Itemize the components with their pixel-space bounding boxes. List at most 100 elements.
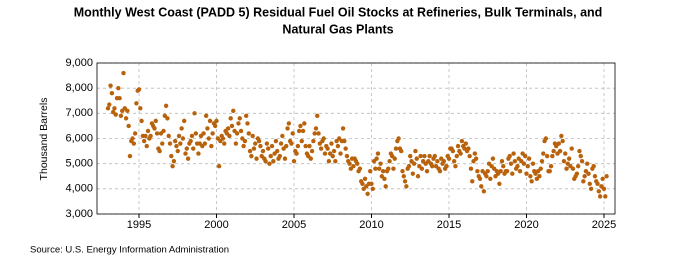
data-point <box>207 118 213 124</box>
data-point <box>264 141 270 146</box>
data-point <box>528 174 533 179</box>
data-point <box>116 85 121 91</box>
data-point <box>192 111 197 116</box>
data-point <box>392 156 397 161</box>
data-point <box>415 174 421 179</box>
data-point <box>315 113 320 119</box>
data-point <box>418 153 423 159</box>
data-point <box>526 156 532 161</box>
data-point <box>253 141 258 146</box>
y-axis-label: Thousand Barrels <box>38 98 50 181</box>
plot-frame <box>96 62 616 215</box>
data-point <box>148 133 153 139</box>
data-point <box>189 133 195 139</box>
data-point <box>290 131 295 136</box>
data-point <box>178 141 183 146</box>
data-point <box>342 138 347 144</box>
data-point <box>473 156 479 161</box>
data-point <box>374 156 379 161</box>
data-point <box>446 156 452 161</box>
data-point <box>250 133 255 139</box>
data-point <box>302 121 307 126</box>
data-point <box>530 161 536 166</box>
data-point <box>560 138 565 144</box>
data-point <box>157 148 162 154</box>
data-point <box>289 141 294 146</box>
data-point <box>127 153 133 159</box>
data-point <box>498 169 503 174</box>
data-point <box>468 166 474 171</box>
data-point <box>182 118 187 124</box>
data-point <box>577 148 582 154</box>
data-point <box>537 174 542 179</box>
data-point <box>246 131 251 136</box>
data-point <box>282 156 288 161</box>
data-point <box>427 153 432 159</box>
data-point <box>512 158 518 164</box>
data-point <box>591 163 596 169</box>
data-point <box>236 121 241 126</box>
data-point <box>202 141 208 146</box>
data-point <box>380 169 386 174</box>
data-point <box>105 106 111 111</box>
data-point <box>263 158 268 164</box>
data-point <box>600 176 605 181</box>
data-point <box>191 146 196 151</box>
data-point <box>419 166 425 171</box>
data-point <box>463 141 468 146</box>
data-point <box>196 151 201 156</box>
data-point <box>344 153 350 159</box>
data-point <box>355 161 360 166</box>
data-point <box>575 163 581 169</box>
data-point <box>422 153 427 159</box>
data-point <box>269 143 275 149</box>
data-point <box>278 141 284 146</box>
data-point <box>242 138 248 144</box>
data-point <box>459 138 465 144</box>
data-point <box>587 181 592 186</box>
data-point <box>566 156 572 161</box>
x-tick-label: 2005 <box>282 219 306 231</box>
data-point <box>387 158 392 164</box>
data-point <box>574 171 580 176</box>
data-point <box>548 163 554 169</box>
data-point <box>435 158 440 164</box>
data-point <box>201 131 206 136</box>
data-point <box>404 184 409 189</box>
data-point <box>338 151 343 156</box>
data-point <box>393 146 399 151</box>
data-point <box>485 169 490 174</box>
data-point <box>330 153 335 159</box>
data-point <box>291 158 297 164</box>
data-point <box>163 103 169 108</box>
data-point <box>569 146 574 151</box>
data-point <box>154 131 160 136</box>
data-point <box>396 136 401 141</box>
data-point <box>430 163 435 169</box>
data-point <box>280 133 285 139</box>
data-point <box>559 133 564 139</box>
data-point <box>126 123 131 129</box>
data-point <box>515 163 520 169</box>
y-tick-label: 3,000 <box>65 208 93 220</box>
data-point <box>458 151 463 156</box>
data-point <box>391 166 396 171</box>
data-point <box>220 136 226 141</box>
data-point <box>597 194 603 199</box>
data-point <box>160 141 165 146</box>
data-point <box>265 146 271 151</box>
data-point <box>508 161 514 166</box>
data-point <box>130 136 135 141</box>
data-point <box>410 171 416 176</box>
data-point <box>214 118 219 124</box>
data-point <box>121 70 126 76</box>
data-point <box>107 102 112 107</box>
data-point <box>188 138 193 144</box>
data-point <box>183 151 188 156</box>
data-point <box>228 116 233 121</box>
data-point <box>268 153 273 159</box>
data-point <box>504 169 510 174</box>
data-point <box>205 126 210 131</box>
data-point <box>497 181 502 186</box>
y-tick-label: 8,000 <box>65 82 93 94</box>
